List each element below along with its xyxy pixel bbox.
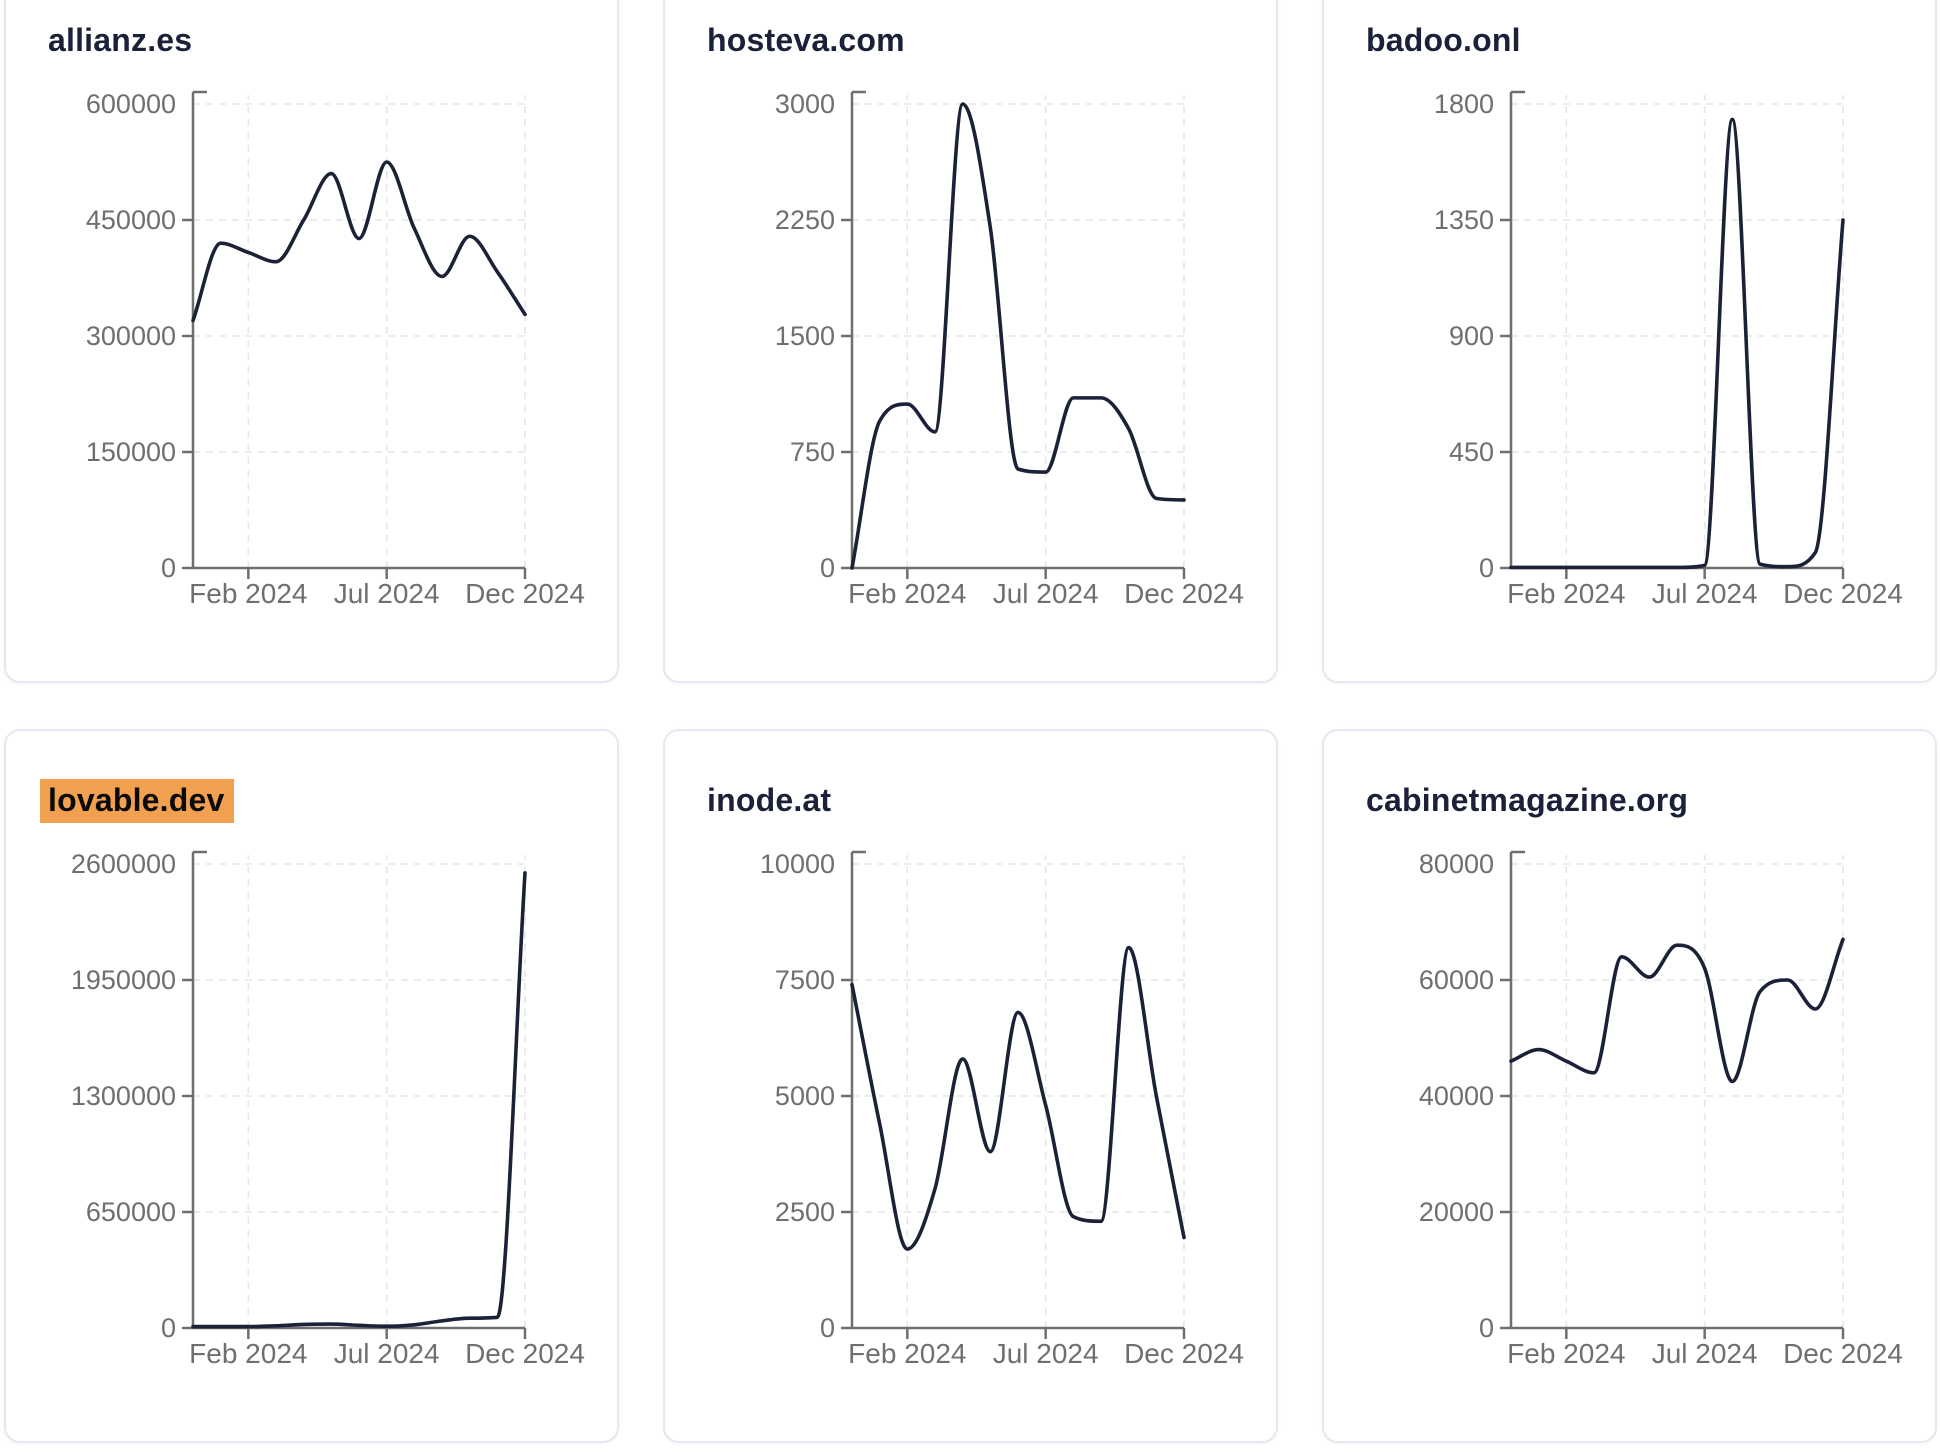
traffic-line-chart: 600000 450000 300000 150000 0 Feb 2024 Jul 202… <box>86 89 585 609</box>
svg-text:Dec 2024: Dec 2024 <box>1783 1338 1903 1369</box>
svg-text:Feb 2024: Feb 2024 <box>189 578 307 609</box>
svg-text:Dec 2024: Dec 2024 <box>1124 1338 1244 1369</box>
domain-title: cabinetmagazine.org <box>1366 781 1935 819</box>
svg-text:450000: 450000 <box>86 205 176 235</box>
svg-text:Jul 2024: Jul 2024 <box>334 578 440 609</box>
traffic-line-chart: 10000 7500 5000 2500 0 Feb 2024 Jul 2024 Dec 20… <box>760 849 1244 1369</box>
domain-title-text: allianz.es <box>48 22 193 58</box>
svg-text:1500: 1500 <box>775 321 835 351</box>
svg-text:10000: 10000 <box>760 849 835 879</box>
domain-title-text: badoo.onl <box>1366 22 1521 58</box>
domain-title: allianz.es <box>48 21 617 59</box>
domain-card-inode-at[interactable]: inode.at 10000 7500 5000 2500 0 Feb 2024 Jul 2… <box>663 729 1278 1443</box>
domain-title-text: inode.at <box>707 782 832 818</box>
svg-text:60000: 60000 <box>1419 965 1494 995</box>
svg-text:0: 0 <box>1479 553 1494 583</box>
svg-text:150000: 150000 <box>86 437 176 467</box>
domain-title: hosteva.com <box>707 21 1276 59</box>
svg-text:Jul 2024: Jul 2024 <box>993 578 1099 609</box>
domain-title: lovable.dev <box>40 779 617 823</box>
domain-title-text: hosteva.com <box>707 22 905 58</box>
traffic-line-chart: 2600000 1950000 1300000 650000 0 Feb 2024 Jul … <box>71 849 585 1369</box>
svg-text:80000: 80000 <box>1419 849 1494 879</box>
svg-text:Jul 2024: Jul 2024 <box>1652 1338 1758 1369</box>
svg-text:Feb 2024: Feb 2024 <box>848 578 966 609</box>
svg-text:450: 450 <box>1449 437 1494 467</box>
domain-card-allianz-es[interactable]: allianz.es 600000 450000 300000 150000 0 Feb … <box>4 0 619 683</box>
svg-text:2600000: 2600000 <box>71 849 176 879</box>
svg-text:Dec 2024: Dec 2024 <box>1124 578 1244 609</box>
svg-text:Dec 2024: Dec 2024 <box>1783 578 1903 609</box>
svg-text:2500: 2500 <box>775 1197 835 1227</box>
svg-text:20000: 20000 <box>1419 1197 1494 1227</box>
svg-text:2250: 2250 <box>775 205 835 235</box>
domain-cards-grid: allianz.es 600000 450000 300000 150000 0 Feb … <box>4 0 1937 1443</box>
domain-card-hosteva-com[interactable]: hosteva.com 3000 2250 1500 750 0 Feb 2024 Jul … <box>663 0 1278 683</box>
svg-text:Feb 2024: Feb 2024 <box>1507 1338 1625 1369</box>
svg-text:1350: 1350 <box>1434 205 1494 235</box>
svg-text:Dec 2024: Dec 2024 <box>465 1338 585 1369</box>
svg-text:Feb 2024: Feb 2024 <box>1507 578 1625 609</box>
traffic-line-chart: 80000 60000 40000 20000 0 Feb 2024 Jul 2024 Dec… <box>1419 849 1903 1369</box>
domain-card-lovable-dev[interactable]: lovable.dev 2600000 1950000 1300000 650000 0… <box>4 729 619 1443</box>
svg-text:1800: 1800 <box>1434 89 1494 119</box>
domain-title: badoo.onl <box>1366 21 1935 59</box>
svg-text:300000: 300000 <box>86 321 176 351</box>
domain-card-cabinetmagazine-org[interactable]: cabinetmagazine.org 80000 60000 40000 20000… <box>1322 729 1937 1443</box>
svg-text:0: 0 <box>820 1313 835 1343</box>
svg-text:Jul 2024: Jul 2024 <box>334 1338 440 1369</box>
svg-text:1950000: 1950000 <box>71 965 176 995</box>
svg-text:7500: 7500 <box>775 965 835 995</box>
svg-text:Jul 2024: Jul 2024 <box>993 1338 1099 1369</box>
svg-text:40000: 40000 <box>1419 1081 1494 1111</box>
svg-text:900: 900 <box>1449 321 1494 351</box>
svg-text:650000: 650000 <box>86 1197 176 1227</box>
domain-card-badoo-onl[interactable]: badoo.onl 1800 1350 900 450 0 Feb 2024 Jul 202… <box>1322 0 1937 683</box>
svg-text:0: 0 <box>820 553 835 583</box>
svg-text:Feb 2024: Feb 2024 <box>848 1338 966 1369</box>
svg-text:Jul 2024: Jul 2024 <box>1652 578 1758 609</box>
domain-title-text-highlighted: lovable.dev <box>40 779 234 823</box>
domain-title: inode.at <box>707 781 1276 819</box>
svg-text:750: 750 <box>790 437 835 467</box>
svg-text:0: 0 <box>1479 1313 1494 1343</box>
svg-text:0: 0 <box>161 1313 176 1343</box>
svg-text:Feb 2024: Feb 2024 <box>189 1338 307 1369</box>
svg-text:5000: 5000 <box>775 1081 835 1111</box>
domain-title-text: cabinetmagazine.org <box>1366 782 1689 818</box>
svg-text:1300000: 1300000 <box>71 1081 176 1111</box>
traffic-line-chart: 3000 2250 1500 750 0 Feb 2024 Jul 2024 Dec 2024 <box>775 89 1244 609</box>
svg-text:600000: 600000 <box>86 89 176 119</box>
svg-text:Dec 2024: Dec 2024 <box>465 578 585 609</box>
svg-text:3000: 3000 <box>775 89 835 119</box>
svg-text:0: 0 <box>161 553 176 583</box>
traffic-line-chart: 1800 1350 900 450 0 Feb 2024 Jul 2024 Dec 2024 <box>1434 89 1903 609</box>
